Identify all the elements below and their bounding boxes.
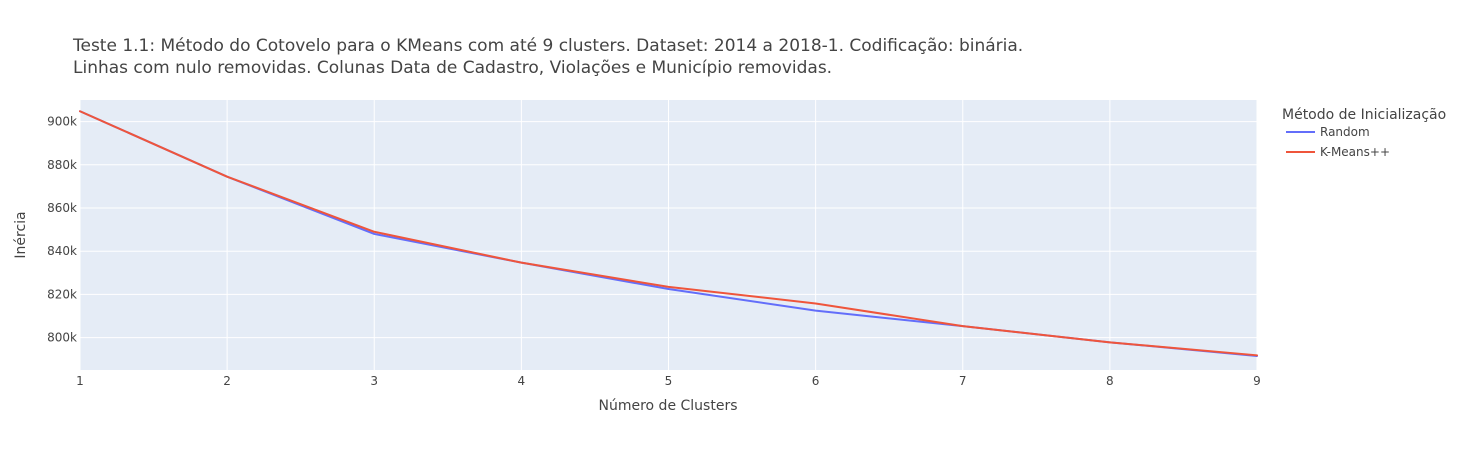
legend-items[interactable]: Random K-Means++	[1286, 125, 1390, 159]
y-tick-label: 840k	[47, 244, 77, 258]
x-tick-label: 5	[665, 374, 673, 388]
x-tick-label: 2	[223, 374, 231, 388]
x-tick-label: 8	[1106, 374, 1114, 388]
chart-title-line-2: Linhas com nulo removidas. Colunas Data …	[73, 58, 832, 78]
legend-item[interactable]: Random	[1286, 125, 1370, 139]
legend[interactable]: Método de Inicialização Random K-Means++	[1282, 107, 1446, 159]
y-tick-label: 820k	[47, 287, 77, 301]
legend-title: Método de Inicialização	[1282, 107, 1446, 123]
series-lines	[79, 110, 1258, 357]
chart-title: Teste 1.1: Método do Cotovelo para o KMe…	[72, 36, 1023, 78]
y-tick-label: 880k	[47, 158, 77, 172]
x-tick-label: 6	[812, 374, 820, 388]
chart-title-line-1: Teste 1.1: Método do Cotovelo para o KMe…	[72, 36, 1023, 56]
x-tick-label: 9	[1253, 374, 1261, 388]
y-tick-label: 900k	[47, 115, 77, 129]
series-line-k-means	[79, 110, 1258, 357]
x-axis-title: Número de Clusters	[599, 398, 738, 414]
y-tick-label: 860k	[47, 201, 77, 215]
legend-label: Random	[1320, 125, 1370, 139]
legend-label: K-Means++	[1320, 145, 1390, 159]
x-tick-label: 7	[959, 374, 967, 388]
x-tick-label: 1	[76, 374, 84, 388]
x-tick-label: 3	[370, 374, 378, 388]
legend-item[interactable]: K-Means++	[1286, 145, 1390, 159]
x-tick-label: 4	[518, 374, 526, 388]
y-axis-title: Inércia	[13, 211, 29, 258]
y-tick-label: 800k	[47, 331, 77, 345]
tick-labels: 1 2 3 4 5 6 7 8 9 800k 820k 840k 860k 880k 900k	[47, 115, 1261, 388]
